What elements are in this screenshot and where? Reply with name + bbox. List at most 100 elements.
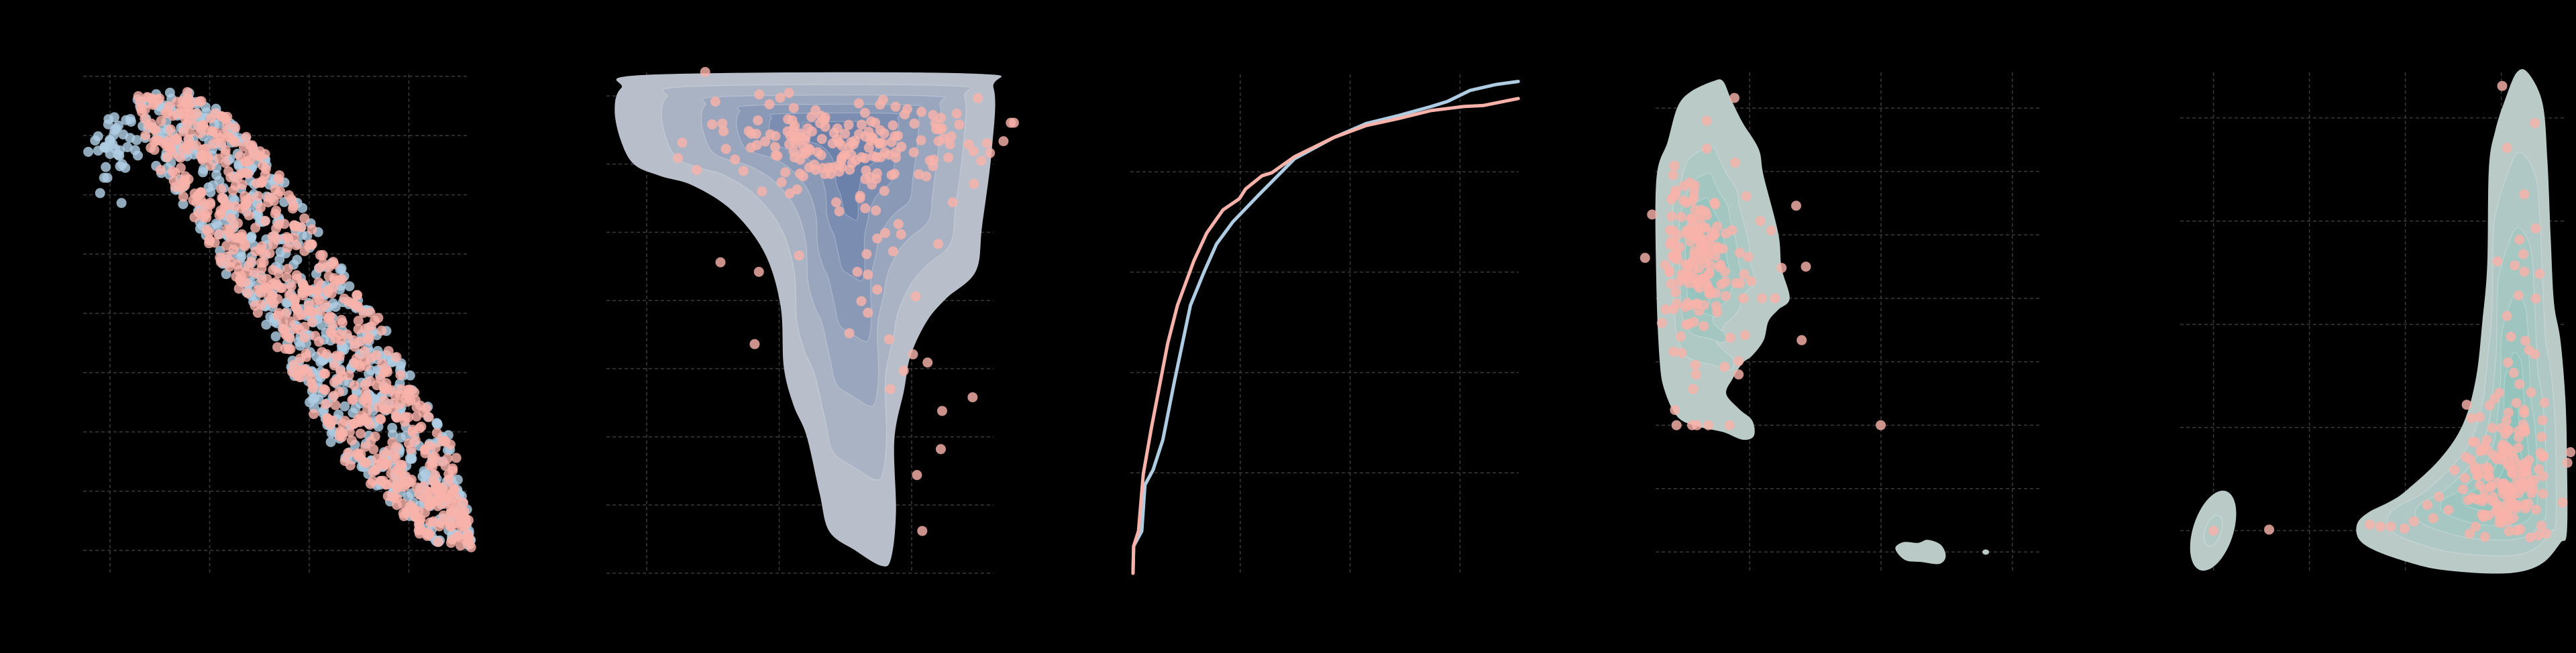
scatter-point <box>969 178 979 189</box>
scatter-point <box>2483 465 2494 475</box>
scatter-point <box>387 477 398 488</box>
scatter-point <box>934 124 945 135</box>
scatter-point <box>707 119 718 130</box>
scatter-point <box>760 136 771 147</box>
scatter-point <box>217 192 227 203</box>
scatter-point <box>339 455 350 466</box>
scatter-point <box>2505 494 2516 505</box>
scatter-point <box>1685 258 1696 269</box>
scatter-point <box>272 342 283 353</box>
scatter-point <box>376 325 387 336</box>
scatter-point <box>893 219 904 229</box>
scatter-point <box>916 135 926 145</box>
scatter-point <box>1688 316 1699 327</box>
scatter-point <box>2492 256 2503 267</box>
scatter-point <box>378 475 388 486</box>
scatter-point <box>776 177 787 188</box>
scatter-point <box>175 152 186 163</box>
scatter-point <box>1741 191 1752 202</box>
scatter-point <box>849 135 860 146</box>
scatter-point <box>388 491 398 501</box>
grid-lines <box>1656 72 2042 573</box>
scatter-point <box>233 284 244 294</box>
scatter-point <box>349 380 360 391</box>
scatter-point <box>861 165 871 176</box>
scatter-point <box>270 331 281 342</box>
scatter-point <box>1640 253 1650 263</box>
scatter-point <box>365 352 376 363</box>
scatter-point <box>806 111 817 122</box>
scatter-point <box>325 326 336 337</box>
scatter-point <box>178 199 189 210</box>
scatter-point <box>888 246 898 257</box>
scatter-point <box>413 519 424 530</box>
scatter-point <box>275 186 286 196</box>
scatter-point <box>2457 484 2468 495</box>
scatter-point <box>2530 504 2541 515</box>
scatter-point <box>378 450 389 461</box>
scatter-point <box>1676 347 1687 358</box>
scatter-point <box>391 352 402 363</box>
scatter-point <box>83 146 94 157</box>
scatter-point <box>2489 394 2500 404</box>
scatter-point <box>260 216 270 227</box>
scatter-point <box>715 257 726 268</box>
scatter-point <box>328 257 339 268</box>
scatter-point <box>754 89 765 100</box>
kde-density-island <box>1982 549 1990 555</box>
scatter-point <box>439 498 450 509</box>
scatter-point <box>178 191 189 202</box>
scatter-point <box>210 108 221 119</box>
scatter-point <box>2518 404 2529 415</box>
scatter-point <box>224 228 235 239</box>
scatter-point <box>967 392 978 403</box>
scatter-point <box>770 131 781 141</box>
scatter-point <box>2510 260 2520 271</box>
grid-lines <box>1130 74 1519 573</box>
scatter-point <box>303 240 314 251</box>
scatter-point <box>863 126 874 137</box>
scatter-point <box>820 121 830 132</box>
scatter-point <box>874 138 885 149</box>
scatter-point <box>2516 484 2526 495</box>
scatter-point <box>260 169 270 180</box>
scatter-point <box>891 147 902 158</box>
scatter-point <box>440 461 451 471</box>
scatter-point <box>2525 532 2536 543</box>
scatter-point <box>284 190 294 200</box>
scatter-point <box>2534 464 2544 475</box>
scatter-point <box>839 150 849 161</box>
scatter-point <box>1668 170 1678 180</box>
scatter-point <box>769 141 780 152</box>
scatter-point <box>165 124 176 135</box>
scatter-point <box>288 359 299 370</box>
scatter-point <box>885 383 896 394</box>
scatter-point <box>1690 359 1701 370</box>
scatter-point <box>309 409 319 420</box>
scatter-point <box>271 223 282 234</box>
scatter-point <box>395 460 406 471</box>
scatter-point <box>307 224 317 235</box>
scatter-point <box>757 186 767 196</box>
scatter-point <box>231 272 241 282</box>
scatter-point <box>252 284 263 295</box>
scatter-point <box>235 151 246 162</box>
scatter-point <box>284 290 294 300</box>
scatter-point <box>1664 265 1675 276</box>
scatter-point <box>1692 420 1703 430</box>
scatter-point <box>1710 229 1721 239</box>
scatter-point <box>337 432 347 442</box>
scatter-point <box>2538 489 2548 499</box>
scatter-point <box>730 154 741 165</box>
scatter-point <box>256 177 266 188</box>
scatter-point <box>2518 499 2529 510</box>
scatter-point <box>241 131 252 142</box>
scatter-point <box>830 197 841 208</box>
scatter-point <box>2492 477 2503 488</box>
scatter-point <box>379 404 390 414</box>
scatter-point <box>900 109 910 120</box>
scatter-point <box>917 526 928 536</box>
scatter-point <box>945 139 955 150</box>
scatter-point <box>203 227 214 237</box>
scatter-point <box>368 444 379 455</box>
